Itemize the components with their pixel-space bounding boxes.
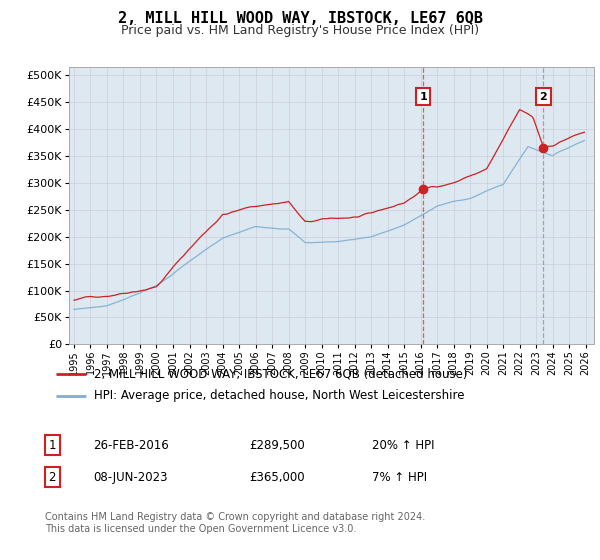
Text: 1: 1 (419, 92, 427, 102)
Text: 26-FEB-2016: 26-FEB-2016 (93, 438, 169, 452)
Text: 08-JUN-2023: 08-JUN-2023 (93, 470, 167, 484)
Text: Price paid vs. HM Land Registry's House Price Index (HPI): Price paid vs. HM Land Registry's House … (121, 24, 479, 36)
Text: HPI: Average price, detached house, North West Leicestershire: HPI: Average price, detached house, Nort… (94, 389, 464, 403)
Text: 2: 2 (539, 92, 547, 102)
Text: 2: 2 (49, 470, 56, 484)
Text: 1: 1 (49, 438, 56, 452)
Text: £365,000: £365,000 (249, 470, 305, 484)
Text: 7% ↑ HPI: 7% ↑ HPI (372, 470, 427, 484)
Text: Contains HM Land Registry data © Crown copyright and database right 2024.
This d: Contains HM Land Registry data © Crown c… (45, 512, 425, 534)
Text: £289,500: £289,500 (249, 438, 305, 452)
Text: 20% ↑ HPI: 20% ↑ HPI (372, 438, 434, 452)
Text: 2, MILL HILL WOOD WAY, IBSTOCK, LE67 6QB: 2, MILL HILL WOOD WAY, IBSTOCK, LE67 6QB (118, 11, 482, 26)
Text: 2, MILL HILL WOOD WAY, IBSTOCK, LE67 6QB (detached house): 2, MILL HILL WOOD WAY, IBSTOCK, LE67 6QB… (94, 367, 467, 381)
